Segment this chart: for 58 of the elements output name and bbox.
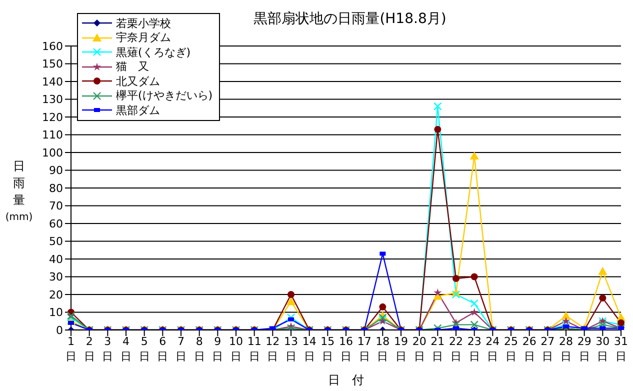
y-axis-title: 日雨量(mm) bbox=[4, 158, 34, 225]
y-tick-label: 100 bbox=[42, 146, 63, 160]
x-tick-label: 8日 bbox=[194, 335, 205, 363]
x-tick-label: 27日 bbox=[540, 335, 555, 363]
x-tick-label: 22日 bbox=[449, 335, 463, 363]
x-tick-label: 25日 bbox=[504, 335, 518, 363]
legend-label: 黒部ダム bbox=[116, 102, 160, 118]
y-tick-label: 80 bbox=[49, 182, 63, 195]
x-tick-label: 14日 bbox=[302, 335, 316, 363]
x-tick-label: 9日 bbox=[212, 335, 224, 363]
x-tick-label: 28日 bbox=[559, 335, 573, 363]
x-tick-label: 20日 bbox=[412, 335, 426, 363]
x-tick-label: 18日 bbox=[376, 335, 390, 363]
x-tick-label: 31日 bbox=[614, 335, 628, 363]
x-tick-label: 12日 bbox=[266, 335, 280, 363]
legend-label: 宇奈月ダム bbox=[116, 30, 171, 46]
x-tick-label: 30日 bbox=[596, 335, 610, 363]
y-tick-label: 10 bbox=[49, 306, 63, 320]
x-tick-label: 13日 bbox=[284, 335, 298, 363]
y-tick-label: 130 bbox=[42, 93, 63, 106]
legend-label: 北又ダム bbox=[116, 74, 160, 89]
y-tick-label: 20 bbox=[49, 288, 63, 302]
y-tick-label: 150 bbox=[42, 58, 63, 71]
chart-title: 黒部扇状地の日雨量(H18.8月) bbox=[252, 10, 448, 28]
y-tick-label: 40 bbox=[49, 252, 63, 266]
x-tick-label: 3日 bbox=[102, 335, 114, 363]
x-tick-label: 10日 bbox=[229, 335, 243, 363]
x-tick-label: 24日 bbox=[486, 335, 500, 363]
x-tick-label: 21日 bbox=[430, 335, 445, 363]
x-tick-label: 19日 bbox=[394, 335, 408, 363]
x-tick-label: 1日 bbox=[66, 335, 76, 363]
x-tick-label: 7日 bbox=[176, 335, 186, 363]
y-tick-label: 110 bbox=[42, 128, 63, 142]
x-tick-label: 17日 bbox=[357, 335, 372, 363]
y-tick-label: 70 bbox=[49, 200, 63, 213]
y-tick-label: 60 bbox=[49, 217, 63, 230]
x-tick-label: 2日 bbox=[84, 335, 95, 363]
y-tick-label: 90 bbox=[49, 164, 63, 178]
y-tick-label: 0 bbox=[56, 324, 63, 337]
legend-label: 黒薙(くろなぎ) bbox=[116, 44, 191, 60]
x-tick-label: 11日 bbox=[247, 335, 262, 363]
x-tick-label: 23日 bbox=[467, 335, 482, 363]
y-tick-label: 160 bbox=[42, 40, 63, 53]
x-tick-label: 6日 bbox=[157, 335, 168, 363]
legend-label: 若栗小学校 bbox=[116, 16, 171, 31]
x-tick-label: 26日 bbox=[522, 335, 536, 363]
x-tick-label: 5日 bbox=[138, 335, 150, 363]
x-tick-label: 4日 bbox=[120, 335, 132, 363]
y-tick-label: 120 bbox=[42, 110, 63, 124]
legend-label: 猫 又 bbox=[116, 59, 149, 74]
y-tick-label: 140 bbox=[42, 75, 63, 88]
x-tick-label: 15日 bbox=[320, 335, 335, 363]
y-tick-label: 30 bbox=[49, 270, 63, 284]
y-tick-label: 50 bbox=[49, 235, 63, 248]
x-tick-label: 16日 bbox=[339, 335, 353, 363]
x-axis-title: 日 付 bbox=[327, 372, 365, 389]
x-tick-label: 29日 bbox=[577, 335, 592, 363]
legend-label: 欅平(けやきだいら) bbox=[116, 88, 213, 104]
